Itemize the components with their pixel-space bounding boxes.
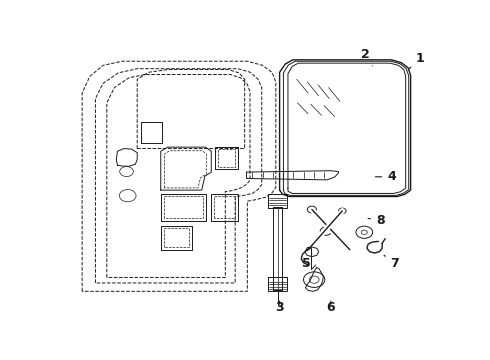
Text: 1: 1	[409, 52, 424, 69]
Text: 7: 7	[384, 255, 399, 270]
Text: 3: 3	[275, 301, 284, 314]
Text: 5: 5	[302, 254, 312, 270]
Text: 6: 6	[326, 301, 335, 314]
Text: 2: 2	[361, 48, 372, 66]
Text: 8: 8	[368, 214, 385, 227]
Text: 4: 4	[375, 170, 396, 183]
